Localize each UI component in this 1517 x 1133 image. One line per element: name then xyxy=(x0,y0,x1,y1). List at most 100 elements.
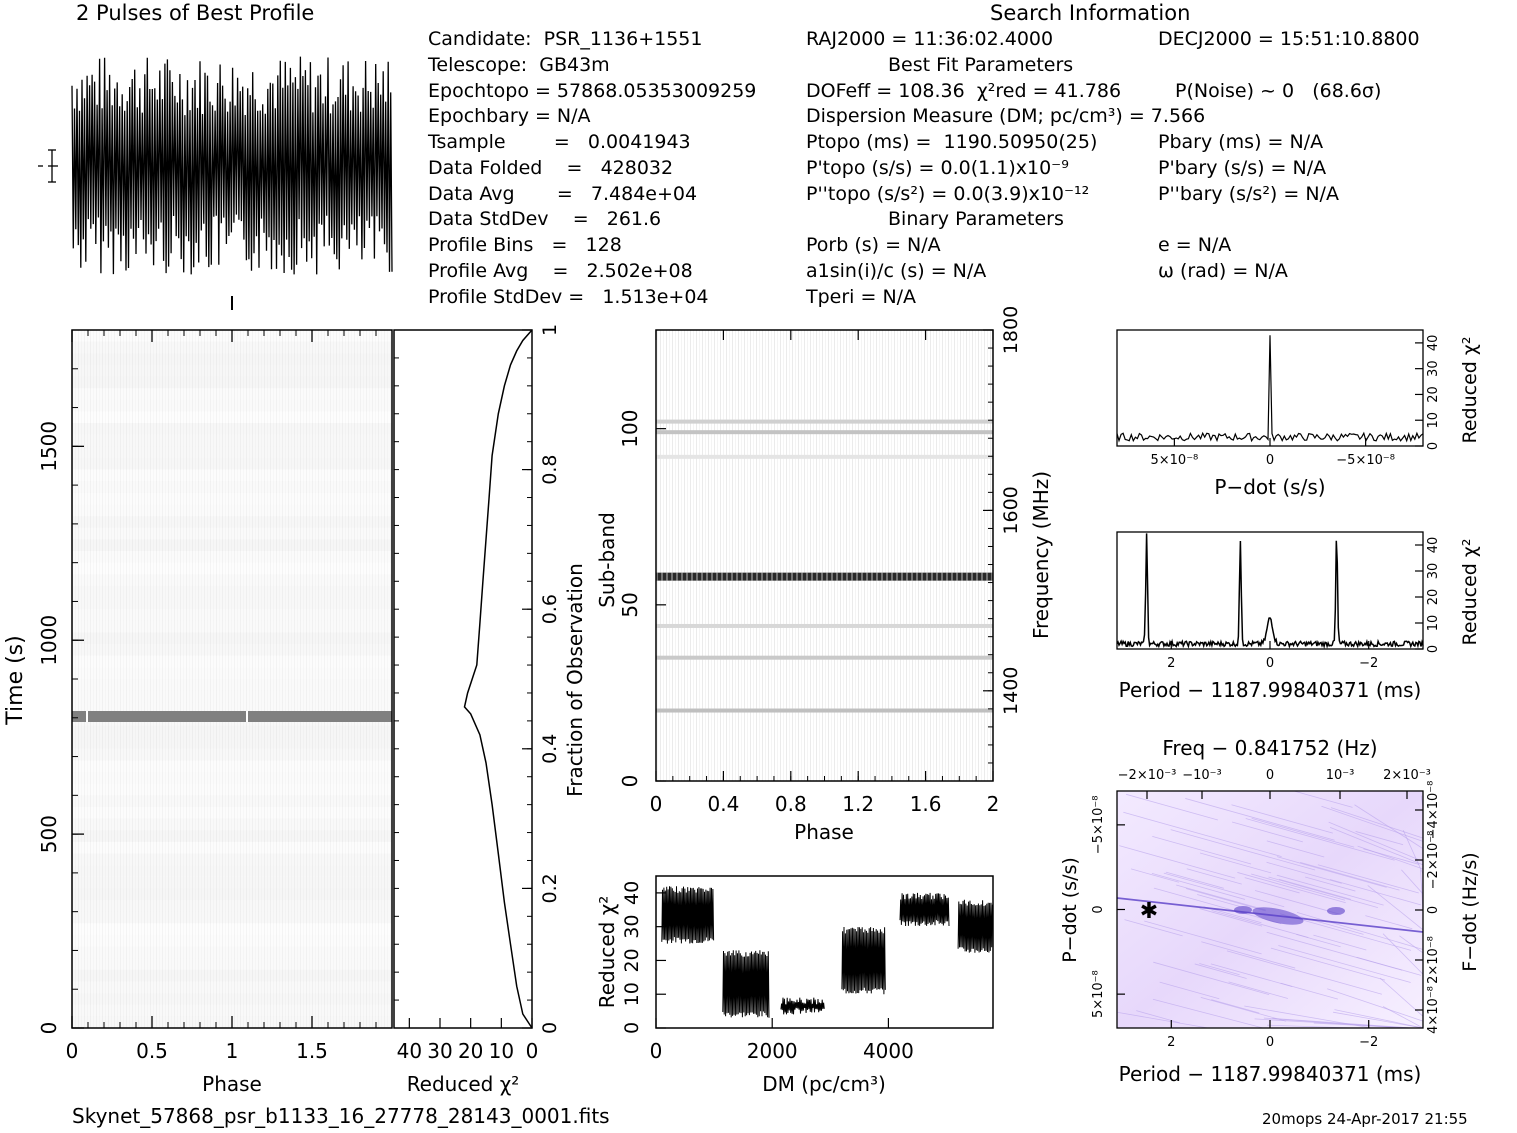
dm-ytick: 10 xyxy=(621,982,643,1006)
freq-top-tick: −10⁻³ xyxy=(1182,768,1222,783)
chi2-fraction-line xyxy=(463,329,533,1029)
ppdot-ytick: 5×10⁻⁸ xyxy=(1091,970,1106,1018)
subband-xtick: 0 xyxy=(650,792,663,816)
time-phase-xtick: 1.5 xyxy=(296,1039,328,1063)
profile-bins: Profile Bins = 128 xyxy=(428,234,622,256)
ppdot-xtick: −2 xyxy=(1359,1035,1378,1050)
frequency-ylabel: Frequency (MHz) xyxy=(1029,471,1053,639)
period-xtick: −2 xyxy=(1359,656,1378,671)
chi2-fraction-ylabel: Fraction of Observation xyxy=(563,563,587,797)
dm-xlabel: DM (pc/cm³) xyxy=(762,1072,886,1096)
time-phase-ylabel: Time (s) xyxy=(3,635,28,725)
time-phase-ytick: 500 xyxy=(37,815,61,853)
subband-dark-band xyxy=(656,572,993,581)
subband-phase-chart: 0 0.4 0.8 1.2 1.6 2 0 50 100 1400 1600 1800 Phase S… xyxy=(595,306,1053,844)
binary-title: Binary Parameters xyxy=(888,208,1064,230)
chi2-fraction-xtick: 10 xyxy=(489,1039,514,1063)
eccentricity: e = N/A xyxy=(1158,234,1232,256)
subband-band xyxy=(656,708,993,713)
epoch-topo: Epochtopo = 57868.05353009259 xyxy=(428,80,757,102)
ppdot-marker: ✱ xyxy=(1140,899,1158,924)
subband-band xyxy=(656,655,993,660)
dm-chi2-segment xyxy=(957,899,993,953)
dm-ylabel: Reduced χ² xyxy=(595,896,619,1009)
dm-chi2-segment xyxy=(899,892,950,927)
data-folded: Data Folded = 428032 xyxy=(428,157,674,179)
subband-xtick: 1.2 xyxy=(842,792,874,816)
dm-chi2-segment xyxy=(661,886,715,944)
p-topo: Ptopo (ms) = 1190.50950(25) xyxy=(806,131,1098,153)
period-xtick: 2 xyxy=(1167,656,1175,671)
pdot-xlabel: P−dot (s/s) xyxy=(1214,475,1325,499)
period-ytick: 20 xyxy=(1426,589,1441,606)
ppdot-feature xyxy=(1252,907,1304,925)
ppdot-feature xyxy=(1234,906,1252,914)
subband-phase-xlabel: Phase xyxy=(794,820,854,844)
dm-chi2-segment xyxy=(780,997,825,1015)
pdot-xtick: −5×10⁻⁸ xyxy=(1336,453,1395,468)
dec: DECJ2000 = 15:51:10.8800 xyxy=(1158,28,1420,50)
ppdot-ytick: −5×10⁻⁸ xyxy=(1091,796,1106,855)
pdot-chi2-line xyxy=(1116,335,1424,443)
period-ytick: 30 xyxy=(1426,563,1441,580)
chi2-fraction-ytick: 0.8 xyxy=(539,454,561,484)
t-sample: Tsample = 0.0041943 xyxy=(428,131,691,153)
pdot-xtick: 0 xyxy=(1266,453,1274,468)
dispersion-measure: Dispersion Measure (DM; pc/cm³) = 7.566 xyxy=(806,105,1206,127)
footer-filename: Skynet_57868_psr_b1133_16_27778_28143_00… xyxy=(72,1104,610,1128)
period-xtick: 0 xyxy=(1266,656,1274,671)
chi2-fraction-xlabel: Reduced χ² xyxy=(407,1072,520,1096)
search-info-title: Search Information xyxy=(990,1,1191,25)
pdot-ytick: 30 xyxy=(1426,360,1441,377)
pdot-ytick: 20 xyxy=(1426,386,1441,403)
dm-chi2-segment xyxy=(722,950,770,1018)
period-ytick: 0 xyxy=(1426,645,1441,653)
profile-avg: Profile Avg = 2.502e+08 xyxy=(428,260,693,282)
time-phase-dark-band xyxy=(72,711,392,722)
pdot-ytick: 10 xyxy=(1426,412,1441,429)
data-stddev: Data StdDev = 261.6 xyxy=(428,208,662,230)
subband-xtick: 1.6 xyxy=(910,792,942,816)
ppdot-ytick: 0 xyxy=(1091,905,1106,913)
subband-ytick: 0 xyxy=(618,775,642,788)
dm-ytick: 40 xyxy=(621,881,643,905)
dm-xtick: 0 xyxy=(650,1039,663,1063)
time-phase-ytick: 1000 xyxy=(37,615,61,666)
dm-chi2-chart: 0 2000 4000 0 10 20 30 40 DM (pc/cm³) Reduced χ… xyxy=(595,875,994,1096)
subband-band xyxy=(656,623,993,628)
period-pdot-chart: Freq − 0.841752 (Hz) 2 0 −2 −2×10⁻³ −10⁻³ 0 10… xyxy=(1059,736,1481,1086)
chi2-fraction-ytick: 0 xyxy=(539,1022,561,1034)
freq-top-tick: 2×10⁻³ xyxy=(1383,768,1431,783)
epoch-bary: Epochbary = N/A xyxy=(428,105,591,127)
telescope: Telescope: GB43m xyxy=(428,54,610,76)
profile-title: 2 Pulses of Best Profile xyxy=(76,1,315,25)
subband-ytick: 100 xyxy=(618,410,642,448)
dm-chi2-segment xyxy=(841,926,886,995)
profile-stddev: Profile StdDev = 1.513e+04 xyxy=(428,286,709,308)
frequency-ytick: 1600 xyxy=(1000,486,1022,534)
chi2-fraction-xtick: 40 xyxy=(397,1039,422,1063)
dm-ytick: 0 xyxy=(621,1022,643,1034)
time-phase-xtick: 0.5 xyxy=(136,1039,168,1063)
chi2-fraction-ytick: 0.2 xyxy=(539,873,561,903)
dm-xtick: 4000 xyxy=(863,1039,914,1063)
subband-ylabel: Sub-band xyxy=(595,512,619,608)
pdot-chi2-chart: 5×10⁻⁸ 0 −5×10⁻⁸ 0 10 20 30 40 P−dot (s/s) Redu… xyxy=(1116,329,1481,499)
time-phase-ytick: 1500 xyxy=(37,421,61,472)
dm-ytick: 20 xyxy=(621,948,643,972)
omega: ω (rad) = N/A xyxy=(1158,260,1288,282)
a1-sini: a1sin(i)/c (s) = N/A xyxy=(806,260,987,282)
frequency-ytick: 1400 xyxy=(1000,667,1022,715)
freq-top-label: Freq − 0.841752 (Hz) xyxy=(1162,736,1377,760)
freq-top-tick: 10⁻³ xyxy=(1326,768,1355,783)
candidate: Candidate: PSR_1136+1551 xyxy=(428,28,703,50)
chi2-fraction-xtick: 20 xyxy=(458,1039,483,1063)
fdot-ylabel: F−dot (Hz/s) xyxy=(1459,852,1481,971)
period-chi2-line xyxy=(1116,533,1424,650)
footer-stamp: 20mops 24-Apr-2017 21:55 xyxy=(1262,1110,1468,1128)
pdot-xtick: 5×10⁻⁸ xyxy=(1150,453,1198,468)
ppdot-xtick: 2 xyxy=(1167,1035,1175,1050)
dm-ytick: 30 xyxy=(621,915,643,939)
freq-top-tick: 0 xyxy=(1266,768,1274,783)
